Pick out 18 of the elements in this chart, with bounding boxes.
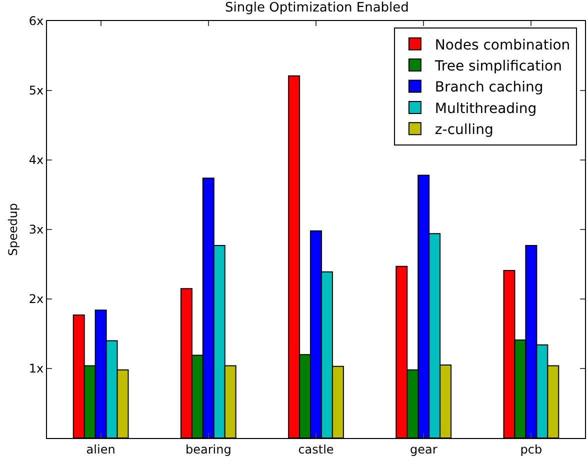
- y-tick-label: 6x: [28, 14, 44, 28]
- y-tick-label: 5x: [28, 84, 44, 98]
- y-tick-label: 2x: [28, 292, 44, 306]
- y-axis-title: Speedup: [6, 203, 20, 256]
- chart-title: Single Optimization Enabled: [225, 0, 409, 16]
- x-tick-label: castle: [298, 442, 334, 456]
- y-tick-label: 1x: [28, 362, 44, 376]
- x-tick-label: alien: [86, 442, 116, 456]
- x-tick-label: gear: [410, 442, 438, 456]
- legend-label: Branch caching: [434, 80, 544, 96]
- x-tick-label: pcb: [520, 442, 542, 456]
- legend-label: Nodes combination: [434, 37, 570, 54]
- x-tick-label: bearing: [185, 442, 232, 456]
- legend-label: z-culling: [434, 122, 494, 138]
- y-tick-label: 4x: [28, 153, 44, 168]
- legend-label: Multithreading: [434, 100, 537, 117]
- y-tick-label: 3x: [28, 222, 44, 237]
- legend-label: Tree simplification: [434, 58, 562, 75]
